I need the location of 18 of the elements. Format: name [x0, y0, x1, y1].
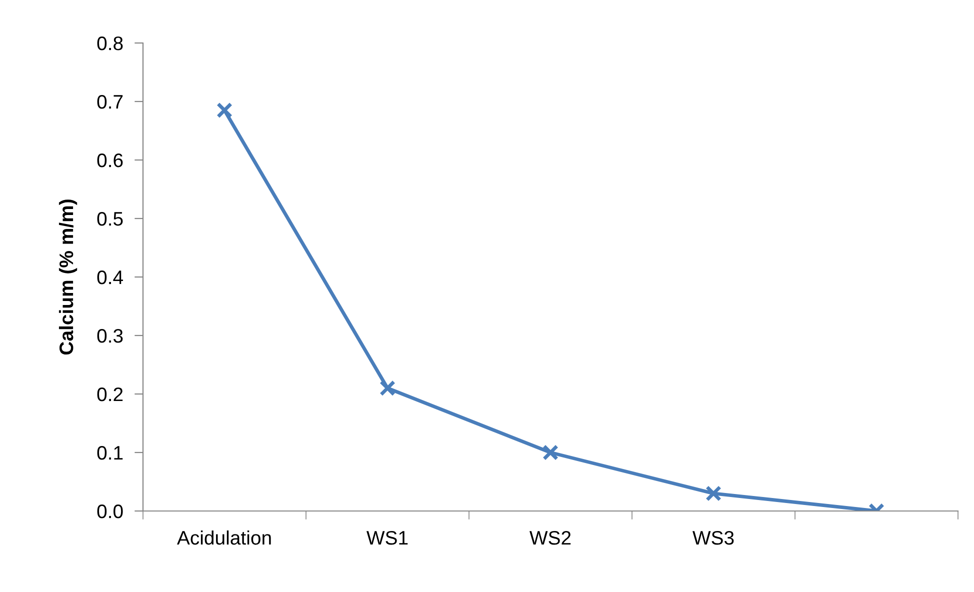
x-tick-label: WS2 [530, 530, 571, 545]
point [216, 102, 232, 118]
point [706, 485, 722, 502]
x-tick-label: WS1 [366, 530, 408, 545]
y-tick-label: 0.2 [97, 387, 123, 402]
y-axis-title: Calcium (% m/m) [58, 200, 78, 355]
point [542, 444, 558, 460]
y-tick-label: 0.6 [97, 153, 123, 168]
y-tick-label: 0.5 [97, 212, 123, 226]
x-tick-label: Acidulation [176, 530, 271, 545]
y-tick-label: 0.4 [97, 270, 123, 284]
y-tick-label: 0.1 [97, 446, 123, 460]
y-tick-label: 0.3 [97, 328, 123, 343]
y-tick-label: 0.7 [97, 94, 123, 109]
point [380, 380, 396, 396]
y-tick-label: 0.0 [97, 504, 123, 518]
x-tick-label: WS3 [692, 530, 734, 545]
y-tick-label: 0.8 [97, 36, 123, 50]
